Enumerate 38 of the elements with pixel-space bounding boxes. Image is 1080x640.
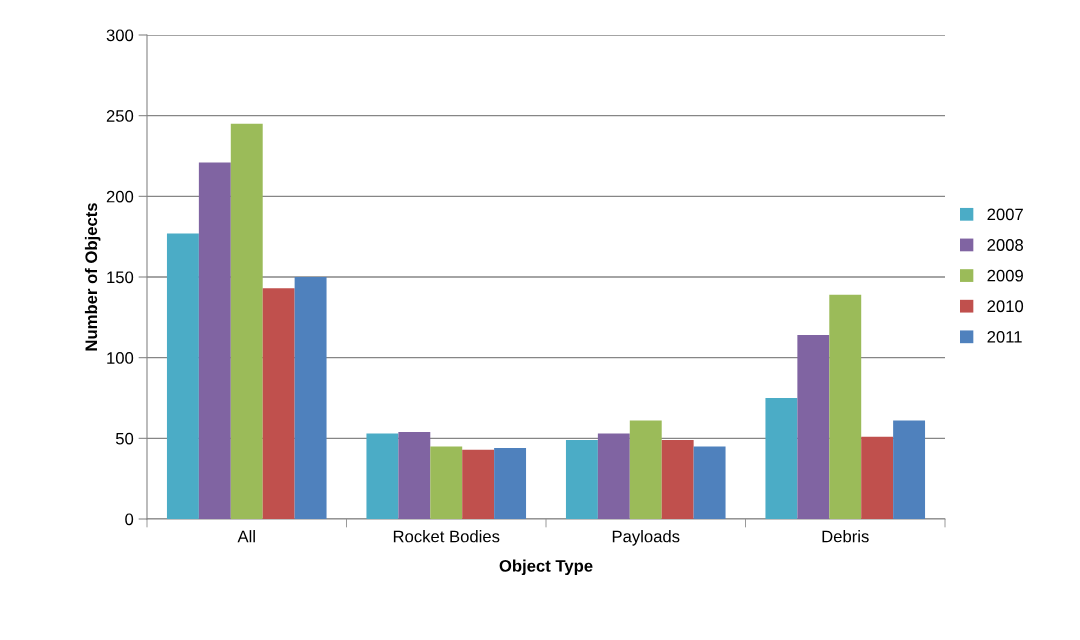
x-tick-label: Payloads — [612, 530, 680, 546]
bar — [166, 233, 199, 519]
legend-label: 2009 — [987, 269, 1023, 282]
legend-label: 2010 — [987, 300, 1024, 313]
bar — [494, 448, 527, 519]
y-tick-label: 150 — [107, 271, 134, 284]
bar — [198, 162, 231, 519]
bar — [797, 335, 830, 519]
y-axis-title: Number of Objects — [84, 203, 101, 351]
y-tick-label: 200 — [106, 190, 134, 203]
bar — [366, 433, 399, 519]
legend-label: 2007 — [987, 208, 1023, 221]
x-axis-title: Object Type — [499, 559, 593, 576]
x-tick-label: Rocket Bodies — [393, 530, 500, 543]
bar — [462, 449, 495, 519]
bar — [661, 439, 694, 519]
bar — [597, 433, 630, 519]
legend-label: 2008 — [987, 239, 1024, 251]
bar — [262, 288, 295, 519]
bar — [861, 436, 894, 519]
bar — [765, 398, 798, 519]
y-tick-label: 50 — [115, 432, 134, 445]
y-tick-label: 250 — [106, 110, 134, 122]
y-tick-label: 300 — [106, 29, 134, 42]
legend-label: 2011 — [987, 330, 1022, 343]
bar — [294, 277, 327, 519]
y-tick-label: 100 — [107, 352, 134, 364]
bar — [430, 446, 463, 519]
bar — [829, 294, 862, 519]
x-tick-label: All — [237, 530, 255, 543]
x-tick-label: Debris — [822, 530, 869, 543]
y-tick-label: 0 — [125, 513, 134, 526]
bar — [565, 439, 598, 519]
bar — [893, 420, 926, 519]
bar — [629, 420, 662, 519]
bar — [230, 123, 263, 519]
bar — [398, 431, 431, 519]
bar — [693, 446, 726, 519]
